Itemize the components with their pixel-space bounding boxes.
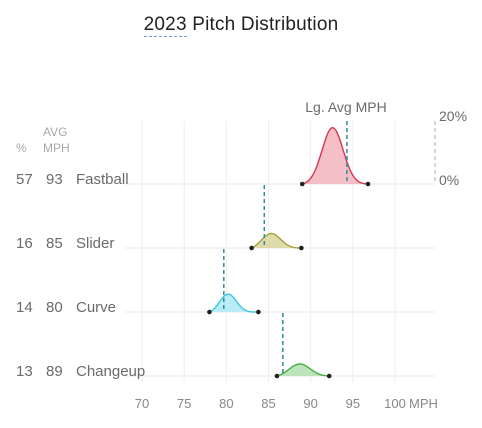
fastball-name: Fastball bbox=[76, 171, 129, 188]
x-axis: 70 75 80 85 90 95 100 MPH bbox=[135, 396, 438, 411]
chart-headers: % AVG MPH Lg. Avg MPH 20% 0% bbox=[16, 99, 467, 188]
density-scale-top: 20% bbox=[439, 108, 467, 124]
x-tick-100: 100 bbox=[384, 396, 406, 411]
curve-min-marker bbox=[207, 309, 212, 315]
x-tick-80: 80 bbox=[219, 396, 233, 411]
league-avg-label: Lg. Avg MPH bbox=[305, 99, 386, 115]
changeup-density-line bbox=[276, 363, 330, 377]
fastball-avg-mph: 93 bbox=[46, 171, 63, 188]
pct-header: % bbox=[16, 141, 27, 155]
x-tick-95: 95 bbox=[346, 396, 360, 411]
changeup-name: Changeup bbox=[76, 363, 145, 380]
avg-header-line2: MPH bbox=[43, 141, 70, 155]
grid bbox=[125, 121, 435, 382]
chart-title: 2023 Pitch Distribution bbox=[0, 14, 482, 37]
density-scale-bottom: 0% bbox=[439, 172, 459, 188]
curve-max-marker bbox=[256, 309, 261, 315]
curve-density-fill bbox=[209, 294, 259, 312]
title-text: Pitch Distribution bbox=[186, 14, 339, 35]
avg-header-line1: AVG bbox=[43, 125, 67, 139]
fastball-max-marker bbox=[365, 181, 371, 187]
slider-pct: 16 bbox=[16, 235, 33, 252]
curve-density-line bbox=[209, 293, 259, 313]
x-axis-unit: MPH bbox=[409, 396, 438, 411]
curve-avg-mph: 80 bbox=[46, 299, 63, 316]
curve-name: Curve bbox=[76, 299, 116, 316]
x-tick-85: 85 bbox=[261, 396, 275, 411]
x-tick-70: 70 bbox=[135, 396, 149, 411]
pitch-rows: 57 93 Fastball 16 85 Slider 14 80 Curve 13 89 Chang… bbox=[16, 121, 371, 380]
fastball-density-fill bbox=[302, 127, 368, 184]
season-selector[interactable]: 2023 bbox=[143, 14, 187, 37]
changeup-avg-mph: 89 bbox=[46, 363, 63, 380]
slider-avg-mph: 85 bbox=[46, 235, 63, 252]
fastball-pct: 57 bbox=[16, 171, 33, 188]
changeup-min-marker bbox=[274, 373, 280, 379]
fastball-min-marker bbox=[299, 181, 305, 187]
x-tick-75: 75 bbox=[177, 396, 191, 411]
curve-pct: 14 bbox=[16, 299, 33, 316]
slider-name: Slider bbox=[76, 235, 114, 252]
slider-min-marker bbox=[249, 245, 254, 251]
changeup-pct: 13 bbox=[16, 363, 33, 380]
changeup-max-marker bbox=[326, 373, 332, 379]
x-tick-90: 90 bbox=[303, 396, 317, 411]
slider-max-marker bbox=[299, 245, 304, 251]
slider-density-line bbox=[251, 232, 302, 249]
fastball-density-line bbox=[302, 126, 369, 185]
